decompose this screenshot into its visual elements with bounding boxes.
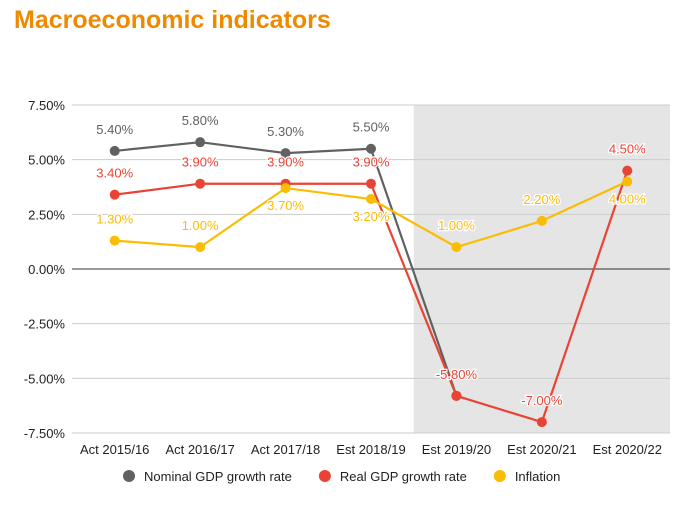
data-point (195, 137, 206, 148)
y-tick-label: 5.00% (28, 153, 65, 168)
data-label: 3.40% (96, 166, 133, 181)
data-label: 5.30% (267, 124, 304, 139)
data-point (622, 176, 633, 187)
data-point (109, 235, 120, 246)
data-label: 4.50% (609, 142, 646, 157)
data-point (536, 215, 547, 226)
data-point (109, 189, 120, 200)
data-label: 5.40% (96, 122, 133, 137)
data-label: 2.20% (523, 192, 560, 207)
data-label: 3.90% (182, 155, 219, 170)
legend-marker (493, 470, 506, 482)
data-point (366, 143, 376, 154)
data-label: 1.00% (182, 218, 219, 233)
data-label: 3.90% (267, 155, 304, 170)
data-label: 3.70% (267, 198, 304, 213)
legend-marker (318, 470, 331, 482)
data-label: 5.50% (353, 120, 390, 135)
x-tick-label: Act 2015/16 (80, 442, 149, 457)
data-point (366, 194, 376, 205)
data-point (451, 390, 462, 401)
data-label: -7.00% (521, 393, 563, 408)
data-point (622, 165, 633, 176)
data-label: 4.00% (609, 192, 646, 207)
data-point (280, 183, 291, 194)
x-tick-label: Est 2019/20 (422, 442, 491, 457)
chart-title: Macroeconomic indicators (14, 6, 331, 34)
data-label: -5.80% (436, 367, 478, 382)
y-tick-label: -5.00% (24, 371, 66, 386)
data-point (451, 242, 462, 253)
data-point (109, 145, 120, 156)
y-tick-label: 0.00% (28, 262, 65, 277)
data-label: 5.80% (182, 113, 219, 128)
data-label: 1.00% (438, 218, 475, 233)
y-tick-label: 2.50% (28, 207, 65, 222)
x-tick-label: Est 2018/19 (336, 442, 405, 457)
x-tick-label: Est 2020/22 (593, 442, 662, 457)
y-tick-label: -2.50% (24, 317, 66, 332)
legend-label: Inflation (515, 469, 561, 484)
legend-marker (123, 470, 135, 482)
data-point (366, 178, 376, 189)
y-tick-label: 7.50% (28, 98, 65, 113)
x-tick-label: Est 2020/21 (507, 442, 576, 457)
y-tick-label: -7.50% (24, 426, 66, 441)
data-point (195, 178, 206, 189)
legend-label: Real GDP growth rate (340, 469, 467, 484)
data-label: 1.30% (96, 212, 133, 227)
legend-label: Nominal GDP growth rate (144, 469, 292, 484)
x-tick-label: Act 2016/17 (165, 442, 234, 457)
data-point (195, 242, 206, 253)
data-label: 3.90% (353, 155, 390, 170)
x-tick-label: Act 2017/18 (251, 442, 320, 457)
data-point (280, 148, 291, 159)
data-point (536, 417, 547, 428)
data-label: 3.20% (353, 209, 390, 224)
